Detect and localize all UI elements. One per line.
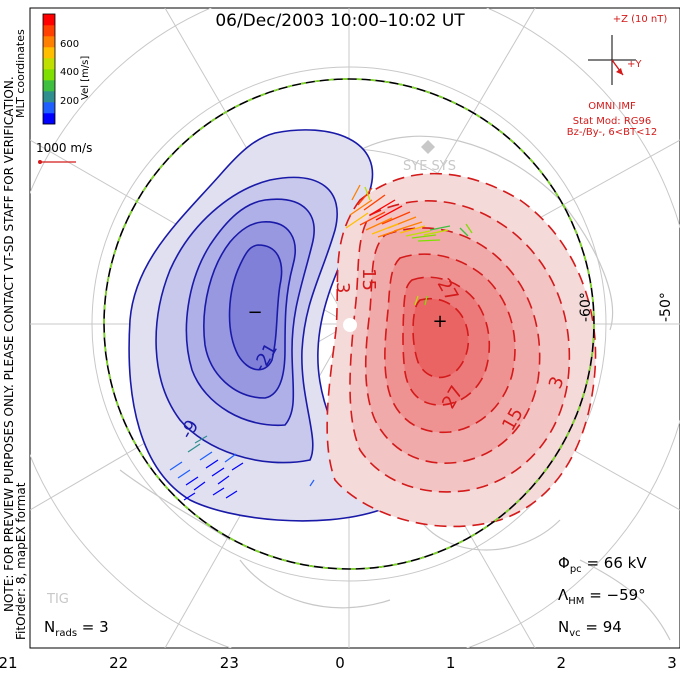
colorbar-block [43, 47, 55, 59]
imf-y-label: +Y [627, 59, 642, 70]
svg-text:Φpc = 66 kV: Φpc = 66 kV [558, 554, 647, 575]
colorbar-tick: 600 [60, 39, 79, 50]
svg-text:Nvc = 94: Nvc = 94 [558, 618, 622, 639]
colorbar-block [43, 69, 55, 81]
imf-z-label: +Z (10 nT) [613, 14, 668, 25]
colorbar-block [43, 113, 55, 125]
map-label-tig: TIG [46, 592, 69, 607]
potential-min-marker: − [247, 302, 262, 323]
mlt-axis: 21 22 23 0 1 2 3 [0, 654, 677, 672]
stats-phi-pc: Φpc = 66 kV [558, 554, 647, 575]
negative-cell [128, 129, 382, 522]
stats-hm: ΛHM = −59° [558, 586, 646, 607]
reference-vector-dot [38, 160, 42, 164]
mlt-tick-label: 22 [109, 654, 128, 672]
contour-label-positive: 15 [358, 268, 379, 291]
imf-source: OMNI IMF [588, 101, 636, 112]
mlt-tick-label: 3 [667, 654, 677, 672]
coordinates-label: MLT coordinates [14, 29, 27, 118]
vectors-center [414, 295, 428, 306]
station-marker [421, 140, 435, 154]
velocity-colorbar: 600 400 200 Vel [m/s] [42, 13, 91, 125]
stats-nvc: Nvc = 94 [558, 618, 622, 639]
colorbar-block [43, 25, 55, 37]
pole-marker [343, 318, 357, 332]
colorbar-tick: 400 [60, 67, 79, 78]
hm-boundary-green [103, 78, 595, 570]
colorbar-block [43, 36, 55, 48]
positive-cell [326, 172, 597, 528]
colorbar-block [43, 91, 55, 103]
imf-condition: Bz-/By-, 6<BT<12 [567, 127, 657, 138]
reference-vector-label: 1000 m/s [36, 141, 92, 155]
watermark-line-1: NOTE: FOR PREVIEW PURPOSES ONLY. PLEASE … [2, 76, 16, 612]
svg-text:Nrads = 3: Nrads = 3 [44, 618, 109, 639]
imf-stat-model: Stat Mod: RG96 [573, 116, 652, 127]
vectors-bottom [169, 435, 315, 501]
map-label-sye-sys: SYE SYS [403, 159, 456, 174]
imf-clock: +Z (10 nT) +Y OMNI IMF Stat Mod: RG96 Bz… [567, 14, 668, 138]
mlt-tick-label: 21 [0, 654, 18, 672]
colorbar-block [43, 102, 55, 114]
svg-text:ΛHM = −59°: ΛHM = −59° [558, 586, 646, 607]
colorbar-label: Vel [m/s] [80, 56, 91, 100]
watermark-line-2: FitOrder: 8, mapEX format [14, 482, 28, 640]
colorbar-block [43, 80, 55, 92]
mlt-tick-label: 0 [335, 654, 345, 672]
colorbar-block [43, 14, 55, 26]
land-outlines [119, 135, 671, 641]
latitude-label: -50° [658, 292, 674, 322]
chart-title: 06/Dec/2003 10:00–10:02 UT [215, 11, 465, 31]
stats-nrads: Nrads = 3 [44, 618, 109, 639]
colorbar-block [43, 58, 55, 70]
potential-max-marker: + [432, 311, 447, 332]
colorbar-tick: 200 [60, 96, 79, 107]
mlt-tick-label: 2 [557, 654, 567, 672]
mlt-tick-label: 23 [220, 654, 239, 672]
mlt-tick-label: 1 [446, 654, 456, 672]
latitude-label: -60° [578, 292, 594, 322]
contour-label-positive: 3 [332, 282, 353, 293]
vectors-top [345, 184, 473, 242]
